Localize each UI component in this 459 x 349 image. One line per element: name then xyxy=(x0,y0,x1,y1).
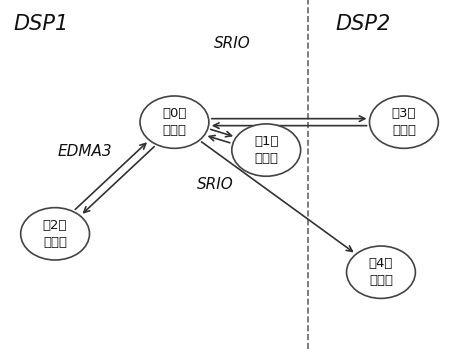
Circle shape xyxy=(347,246,415,298)
Text: 第3号
处理器: 第3号 处理器 xyxy=(392,107,416,137)
Circle shape xyxy=(21,208,90,260)
Circle shape xyxy=(369,96,438,148)
Text: DSP1: DSP1 xyxy=(14,14,69,34)
Text: EDMA3: EDMA3 xyxy=(57,144,112,159)
Text: 第2号
处理器: 第2号 处理器 xyxy=(43,219,67,249)
Text: DSP2: DSP2 xyxy=(335,14,390,34)
Text: 第4号
处理器: 第4号 处理器 xyxy=(369,257,393,287)
Text: 第0号
处理器: 第0号 处理器 xyxy=(162,107,187,137)
Text: 第1号
处理器: 第1号 处理器 xyxy=(254,135,279,165)
Circle shape xyxy=(140,96,209,148)
Text: SRIO: SRIO xyxy=(213,36,250,51)
Text: SRIO: SRIO xyxy=(197,178,234,192)
Circle shape xyxy=(232,124,301,176)
